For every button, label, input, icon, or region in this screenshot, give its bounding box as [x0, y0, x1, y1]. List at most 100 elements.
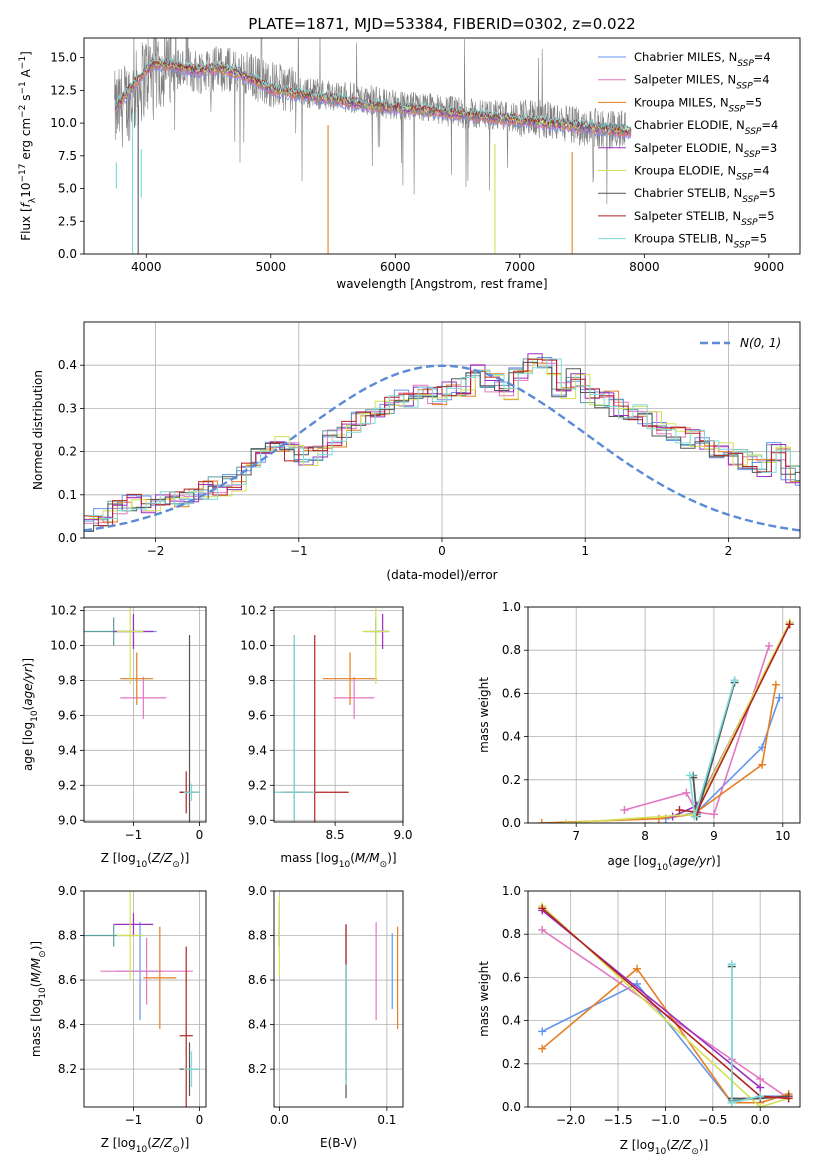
- plot-layer: 4000 5000 6000 7000 8000 90000.02.55.07.510.0…: [18, 37, 801, 1157]
- y-tick-label: 10.2: [240, 603, 267, 617]
- y-tick-label: 0.8: [502, 927, 521, 941]
- y-tick-label: 9.6: [58, 708, 77, 722]
- label-part: ⊙: [172, 860, 180, 870]
- legend-label: Kroupa STELIB, NSSP=5: [634, 232, 767, 251]
- x-tick-label: 9000: [754, 260, 785, 274]
- label-part: SSP: [736, 82, 753, 92]
- errorbar-point: [100, 937, 193, 1005]
- errorbar-point: [113, 913, 154, 936]
- x-axis-label: Z [log10(Z/Z⊙)]: [620, 1138, 709, 1157]
- label-part: 10: [30, 710, 40, 722]
- label-part: −2: [18, 105, 28, 118]
- x-tick-label: 0: [196, 1113, 204, 1127]
- label-part: )]: [21, 658, 35, 667]
- x-tick-label: 0.0: [751, 1113, 770, 1127]
- x-tick-label: −1: [125, 828, 143, 842]
- y-tick-label: 0.0: [58, 247, 77, 261]
- errorbar-series: [278, 895, 399, 1099]
- y-tick-label: 10.0: [50, 638, 77, 652]
- histogram-series: [84, 353, 800, 532]
- spectrum-model-line: [114, 57, 632, 133]
- label-part: A: [19, 68, 33, 81]
- label-part: )]: [180, 851, 189, 865]
- x-tick-label: 0.1: [377, 1113, 396, 1127]
- series-line: [565, 621, 791, 823]
- legend-label: Chabrier MILES, NSSP=4: [634, 50, 771, 69]
- label-part: =4: [761, 118, 778, 132]
- y-tick-label: 0.1: [58, 488, 77, 502]
- errorbar-point: [116, 891, 144, 981]
- label-part: ⊙: [380, 860, 388, 870]
- y-tick-label: 8.8: [58, 929, 77, 943]
- axes: 8.5 9.0 9.0 9.2 9.4 9.6 9.8 10.0 10.2: [240, 603, 412, 842]
- x-tick-label: 0: [438, 544, 446, 558]
- x-tick-label: −2.0: [556, 1113, 585, 1127]
- label-part: ⊙: [172, 1145, 180, 1155]
- x-axis-label: Z [log10(Z/Z⊙)]: [101, 851, 190, 870]
- label-part: =4: [753, 73, 770, 87]
- label-part: SSP: [745, 127, 762, 137]
- legend-label: N(0, 1): [740, 336, 781, 350]
- legend-label: Kroupa MILES, NSSP=5: [634, 95, 762, 114]
- y-axis-label: Normed distribution: [31, 370, 45, 490]
- errorbar-point: [333, 676, 375, 719]
- label-part: Salpeter STELIB, N: [634, 209, 741, 223]
- legend-label: Salpeter STELIB, NSSP=5: [634, 209, 775, 228]
- label-part: 10: [38, 987, 48, 999]
- x-tick-label: 0: [196, 828, 204, 842]
- label-part: λ: [28, 197, 38, 203]
- x-tick-label: 10: [775, 829, 790, 843]
- y-tick-label: 0.0: [58, 531, 77, 545]
- label-part: M/M: [29, 957, 43, 982]
- label-part: Z/Z: [670, 1138, 692, 1152]
- label-part: Chabrier ELODIE, N: [634, 118, 745, 132]
- x-tick-label: 4000: [131, 260, 162, 274]
- errorbar-point: [120, 652, 154, 705]
- axes-border: [273, 606, 404, 823]
- axes-border: [527, 606, 801, 824]
- label-part: )]: [29, 941, 43, 950]
- label-part: (: [29, 983, 43, 988]
- x-tick-label: −1: [290, 544, 308, 558]
- label-part: mass [log: [280, 851, 338, 865]
- y-tick-label: 8.2: [248, 1062, 267, 1076]
- y-tick-label: 2.5: [58, 214, 77, 228]
- label-part: 10: [657, 863, 669, 873]
- label-part: =4: [753, 164, 770, 178]
- histogram-step: [84, 361, 800, 532]
- series-line: [731, 964, 761, 1104]
- y-tick-label: 0.3: [58, 401, 77, 415]
- axes: −2 −1 0 1 2 0.0 0.1 0.2 0.3 0.4: [58, 322, 800, 558]
- label-part: SSP: [736, 173, 753, 183]
- label-part: s: [19, 94, 33, 104]
- x-tick-label: −0.5: [698, 1113, 727, 1127]
- y-tick-label: 5.0: [58, 182, 77, 196]
- label-part: (: [147, 851, 152, 865]
- label-part: Z [log: [620, 1138, 655, 1152]
- y-tick-label: 8.6: [248, 973, 267, 987]
- label-part: Salpeter MILES, N: [634, 73, 736, 87]
- y-tick-label: 0.0: [502, 1100, 521, 1114]
- mass-weight-series: [537, 618, 794, 823]
- label-part: Chabrier MILES, N: [634, 50, 737, 64]
- label-part: erg cm: [19, 118, 33, 164]
- y-tick-label: 8.6: [58, 973, 77, 987]
- label-part: SSP: [737, 59, 754, 69]
- y-tick-label: 0.2: [58, 445, 77, 459]
- series-line: [541, 684, 777, 823]
- legend: N(0, 1): [700, 336, 781, 350]
- label-part: Flux [: [19, 207, 33, 240]
- histogram-step: [88, 358, 800, 519]
- label-part: Kroupa STELIB, N: [634, 232, 734, 246]
- x-tick-label: 5000: [256, 260, 287, 274]
- y-axis-label: mass [log10(M/M⊙)]: [29, 941, 48, 1057]
- x-tick-label: 1: [581, 544, 589, 558]
- label-part: age/yr: [673, 854, 712, 868]
- errorbar-point: [183, 1051, 200, 1087]
- series-line: [541, 929, 790, 1100]
- label-part: (: [668, 854, 673, 868]
- label-part: f: [19, 201, 33, 207]
- label-part: )]: [387, 851, 396, 865]
- legend-label: Salpeter ELODIE, NSSP=3: [634, 141, 777, 160]
